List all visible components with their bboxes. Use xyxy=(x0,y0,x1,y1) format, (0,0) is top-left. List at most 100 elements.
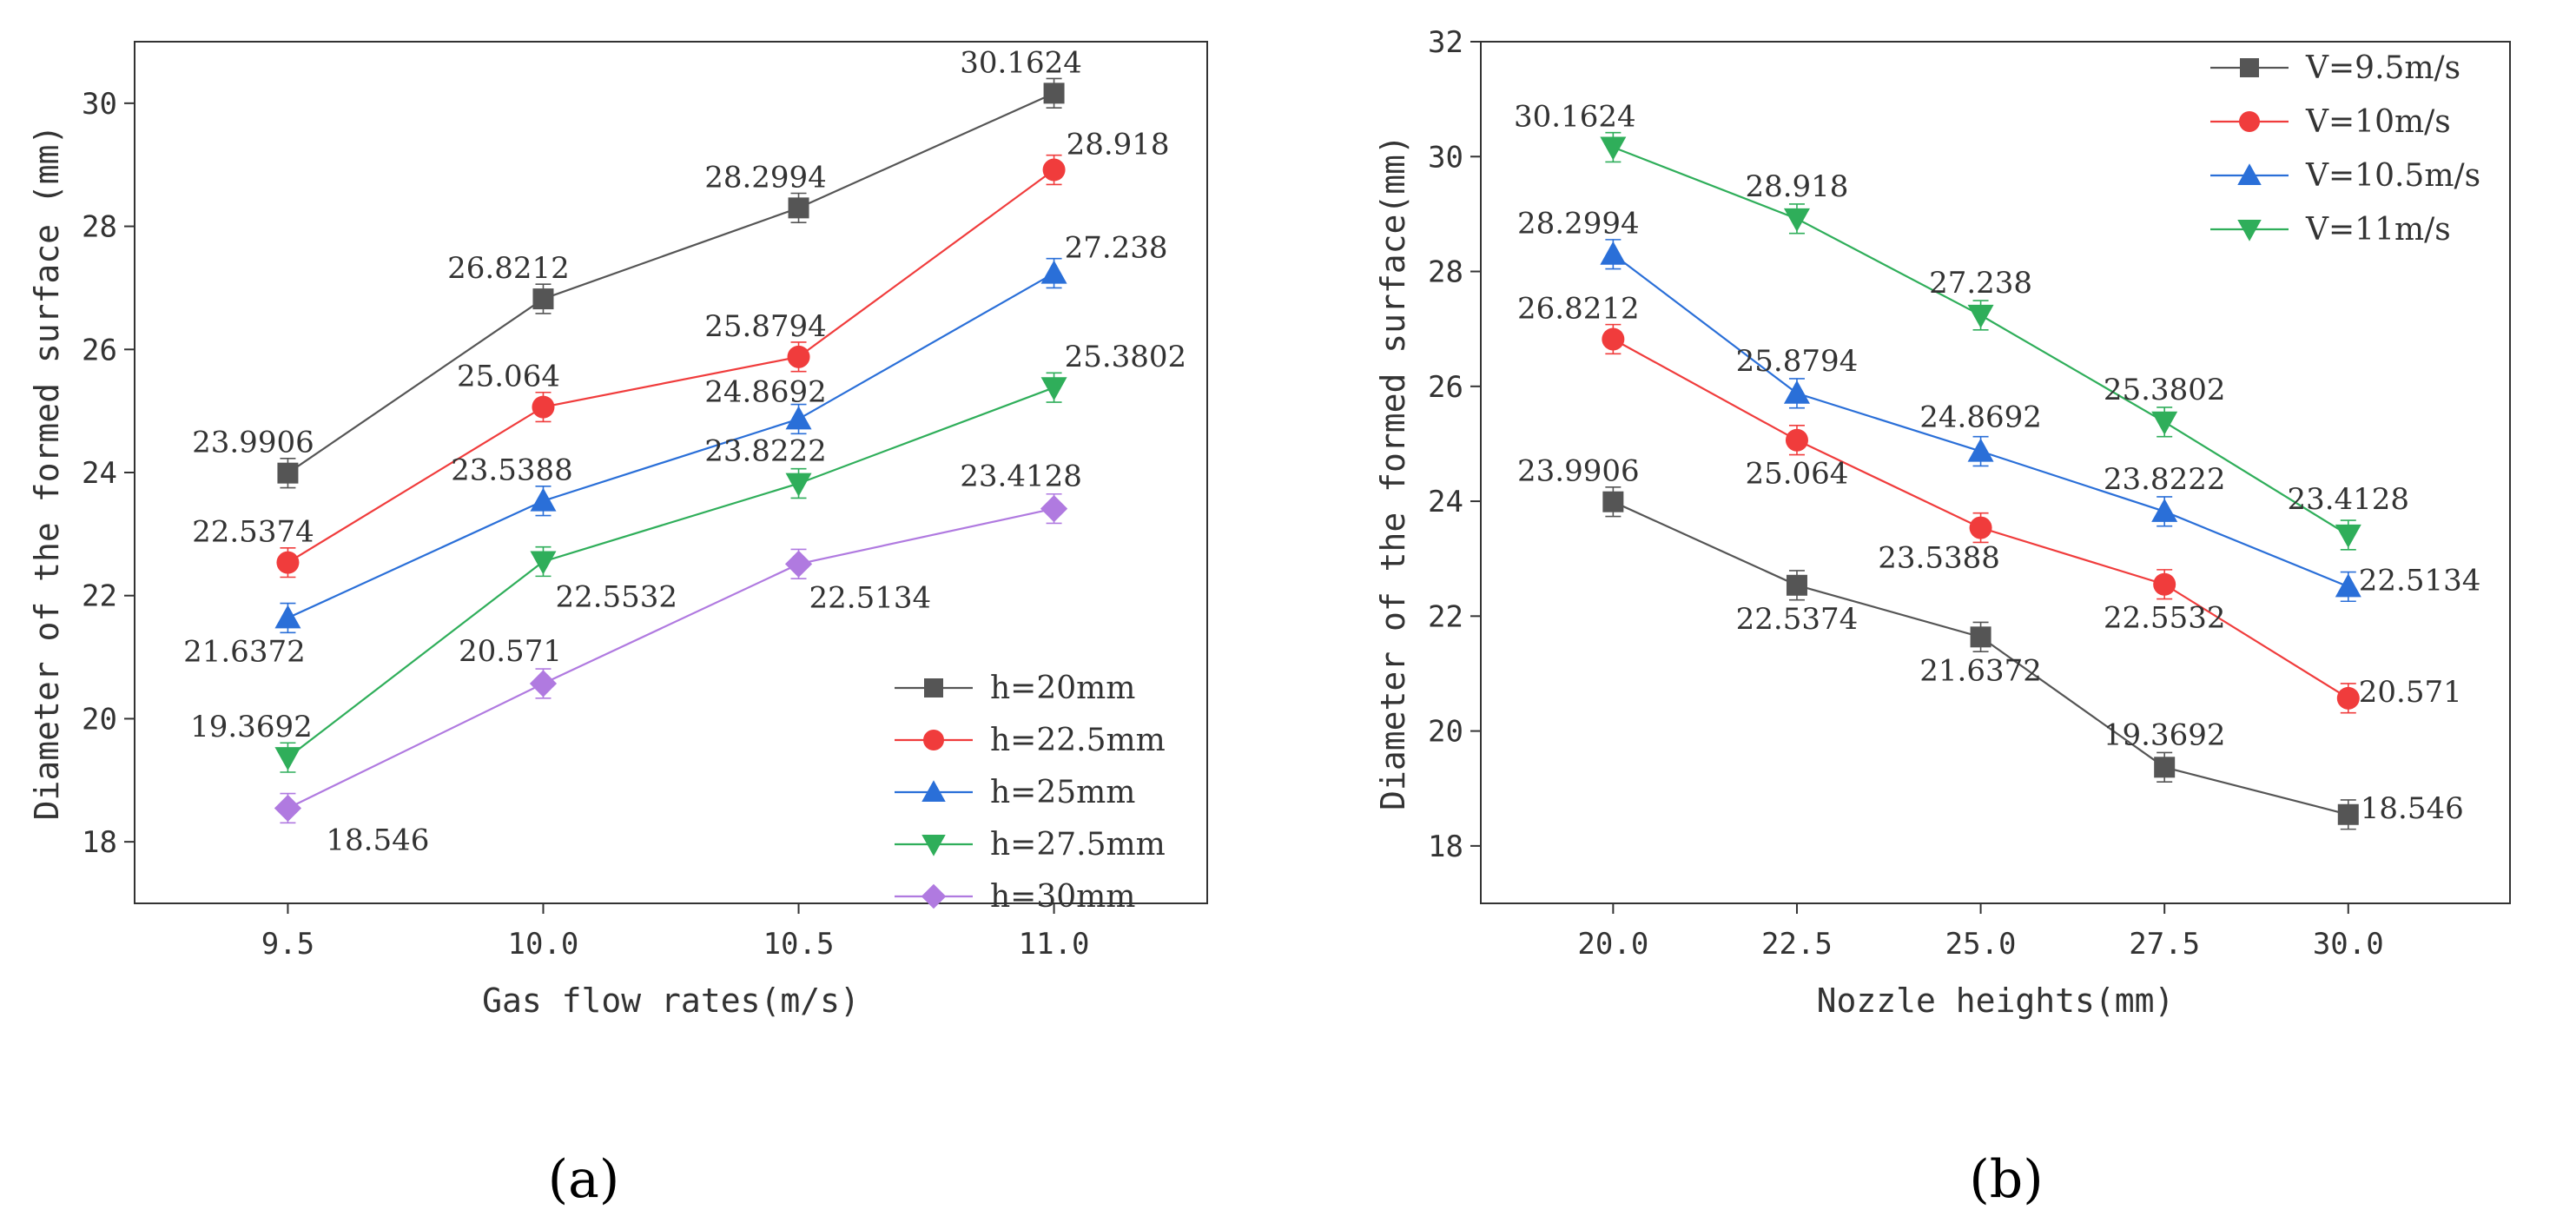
x-axis-title: Gas flow rates(m/s) xyxy=(482,982,860,1020)
y-tick-label: 18 xyxy=(82,825,117,860)
data-label: 27.238 xyxy=(1065,231,1168,266)
data-point xyxy=(1602,327,1625,351)
legend-marker xyxy=(924,678,943,697)
data-point xyxy=(784,550,813,578)
legend-label: h=25mm xyxy=(990,775,1135,810)
data-label: 30.1624 xyxy=(960,45,1082,80)
legend-marker xyxy=(921,835,946,856)
legend-marker xyxy=(2237,163,2262,185)
data-point xyxy=(1040,260,1067,284)
series-V=10m/s: 26.8212 25.064 23.5388 22.5532 20.571 xyxy=(1517,291,2462,714)
data-point xyxy=(1042,158,1066,182)
data-label: 25.3802 xyxy=(1065,340,1187,374)
data-point xyxy=(1783,208,1810,232)
data-point xyxy=(787,345,810,368)
chart-panel-b: 18 20 22 24 26 28 30 32 20.0 22.5 25.0 27.5 30.0 Nozz… xyxy=(1374,25,2511,1210)
data-label: 25.064 xyxy=(1745,457,1848,492)
y-tick-label: 24 xyxy=(82,456,117,491)
data-point xyxy=(1600,136,1627,161)
x-tick-label: 30.0 xyxy=(2313,927,2384,962)
data-label: 22.5134 xyxy=(809,580,932,615)
data-label: 19.3692 xyxy=(190,710,313,744)
legend-label: V=10m/s xyxy=(2305,104,2451,140)
data-label: 26.8212 xyxy=(447,251,570,286)
plot-frame xyxy=(1480,41,2511,904)
series-h=30mm: 18.546 20.571 22.5134 23.4128 xyxy=(274,459,1082,857)
legend: h=20mm h=22.5mm h=25mm h=27.5mm h=30mm xyxy=(895,671,1166,915)
data-label: 25.8794 xyxy=(1736,344,1859,379)
data-label: 30.1624 xyxy=(1514,100,1636,135)
legend-marker xyxy=(2237,220,2262,241)
legend-marker xyxy=(923,730,944,750)
panel-label: (b) xyxy=(1969,1149,2043,1210)
series-V=9.5m/s: 23.9906 22.5374 21.6372 19.3692 18.546 xyxy=(1517,454,2464,830)
series-line xyxy=(287,387,1054,758)
x-tick-label: 10.5 xyxy=(763,927,835,962)
data-point xyxy=(274,794,302,823)
data-point xyxy=(274,605,301,629)
y-tick-label: 22 xyxy=(1428,599,1463,634)
data-label: 23.5388 xyxy=(451,453,573,488)
data-label: 27.238 xyxy=(1929,266,2032,301)
x-tick-label: 20.0 xyxy=(1577,927,1648,962)
data-point xyxy=(2154,757,2176,778)
data-label: 28.918 xyxy=(1067,128,1170,162)
data-point xyxy=(2336,686,2360,710)
series-h=22.5mm: 22.5374 25.064 25.8794 28.918 xyxy=(192,128,1170,578)
data-point xyxy=(1785,428,1808,452)
data-label: 23.5388 xyxy=(1878,541,2000,576)
series-line xyxy=(1612,146,2349,536)
x-tick-label: 25.0 xyxy=(1945,927,2017,962)
legend-label: h=22.5mm xyxy=(990,723,1166,758)
data-point xyxy=(1602,491,1624,512)
data-point xyxy=(1969,516,1992,539)
series-h=25mm: 21.6372 23.5388 24.8692 27.238 xyxy=(183,231,1167,670)
data-point xyxy=(2337,803,2359,825)
legend-label: h=20mm xyxy=(990,671,1135,706)
chart-panel-a: 18 20 22 24 26 28 30 9.5 10.0 10.5 11.0 Gas flow ra… xyxy=(28,41,1208,1210)
data-label: 25.3802 xyxy=(2104,373,2226,407)
panel-label: (a) xyxy=(548,1149,620,1210)
data-point xyxy=(1040,495,1068,523)
data-point xyxy=(788,197,809,219)
y-axis-title: Diameter of the formed surface(mm) xyxy=(1374,135,1412,810)
y-tick-label: 30 xyxy=(1428,140,1463,175)
data-label: 23.9906 xyxy=(1517,454,1640,489)
data-label: 28.2994 xyxy=(704,160,827,195)
data-point xyxy=(2153,572,2176,596)
data-point xyxy=(1967,304,1994,328)
series-line xyxy=(287,169,1055,564)
data-label: 22.5532 xyxy=(2104,601,2226,636)
series-h=27.5mm: 19.3692 22.5532 23.8222 25.3802 xyxy=(190,340,1187,773)
data-label: 23.4128 xyxy=(960,459,1082,494)
x-axis-title: Nozzle heights(mm) xyxy=(1817,982,2175,1020)
legend-marker xyxy=(921,883,947,909)
data-label: 20.571 xyxy=(2359,675,2462,710)
data-point xyxy=(277,462,299,484)
data-label: 19.3692 xyxy=(2104,717,2226,752)
data-point xyxy=(2335,573,2361,598)
data-label: 22.5374 xyxy=(1736,602,1859,637)
data-point xyxy=(2151,411,2178,435)
data-point xyxy=(1040,377,1067,401)
legend: V=9.5m/s V=10m/s V=10.5m/s V=11m/s xyxy=(2210,50,2480,248)
legend-marker xyxy=(2240,58,2259,77)
data-point xyxy=(785,473,812,497)
data-label: 24.8692 xyxy=(704,374,827,409)
x-tick-label: 9.5 xyxy=(261,927,314,962)
data-label: 25.8794 xyxy=(704,309,827,344)
y-tick-label: 30 xyxy=(82,87,117,122)
data-point xyxy=(1967,438,1994,462)
data-label: 28.2994 xyxy=(1517,207,1640,241)
data-point xyxy=(530,487,557,512)
data-label: 23.9906 xyxy=(192,426,314,460)
legend-marker xyxy=(921,780,946,802)
data-label: 22.5374 xyxy=(192,515,314,550)
data-label: 20.571 xyxy=(459,634,562,669)
data-label: 18.546 xyxy=(2361,791,2464,826)
data-label: 23.8222 xyxy=(704,434,827,469)
series-line xyxy=(287,272,1055,619)
y-tick-label: 26 xyxy=(82,333,117,367)
y-tick-label: 20 xyxy=(82,702,117,737)
